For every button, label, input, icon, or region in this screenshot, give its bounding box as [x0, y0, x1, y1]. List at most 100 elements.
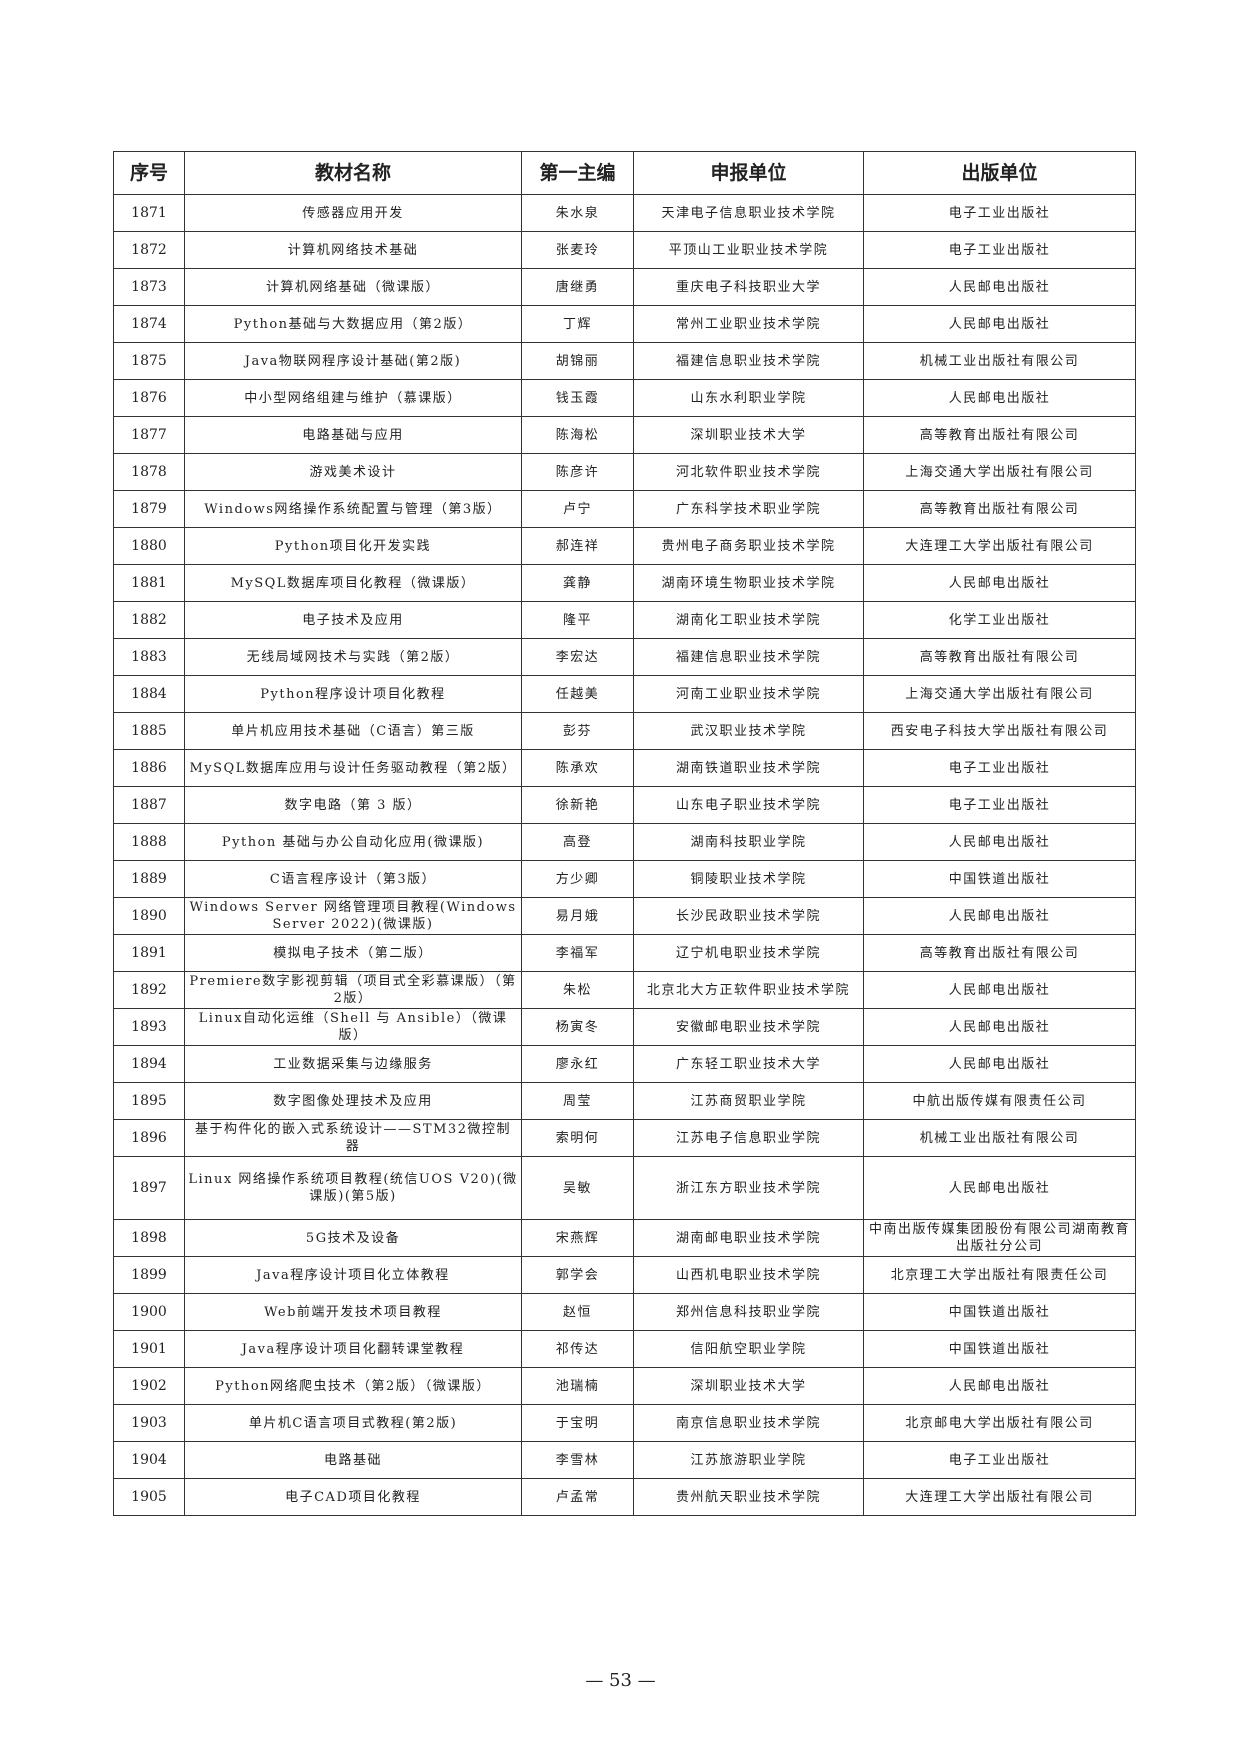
table-header-row: 序号 教材名称 第一主编 申报单位 出版单位 [113, 151, 1136, 195]
cell-title: Linux自动化运维（Shell 与 Ansible）（微课版） [184, 1008, 522, 1046]
cell-editor: 方少卿 [521, 860, 634, 898]
cell-title: Python基础与大数据应用（第2版） [184, 305, 522, 343]
table-row: 1897 Linux 网络操作系统项目教程(统信UOS V20)(微课版)(第5版… [113, 1156, 1136, 1220]
table-row: 1899 Java程序设计项目化立体教程 郭学会 山西机电职业技术学院 北京理工大学出版… [113, 1256, 1136, 1294]
cell-index: 1881 [113, 564, 185, 602]
cell-title: Java程序设计项目化翻转课堂教程 [184, 1330, 522, 1368]
cell-editor: 于宝明 [521, 1404, 634, 1442]
cell-publisher: 电子工业出版社 [863, 194, 1136, 232]
cell-title: Windows Server 网络管理项目教程(Windows Server 2… [184, 897, 522, 935]
cell-editor: 祁传达 [521, 1330, 634, 1368]
cell-publisher: 北京邮电大学出版社有限公司 [863, 1404, 1136, 1442]
cell-title: 基于构件化的嵌入式系统设计——STM32微控制器 [184, 1119, 522, 1157]
cell-title: Windows网络操作系统配置与管理（第3版） [184, 490, 522, 528]
cell-index: 1895 [113, 1082, 185, 1120]
cell-publisher: 人民邮电出版社 [863, 564, 1136, 602]
cell-editor: 陈彦许 [521, 453, 634, 491]
cell-editor: 钱玉霞 [521, 379, 634, 417]
cell-editor: 卢孟常 [521, 1478, 634, 1516]
cell-publisher: 电子工业出版社 [863, 749, 1136, 787]
cell-title: Python网络爬虫技术（第2版）（微课版） [184, 1367, 522, 1405]
cell-institution: 深圳职业技术大学 [633, 1367, 864, 1405]
cell-editor: 徐新艳 [521, 786, 634, 824]
cell-index: 1876 [113, 379, 185, 417]
cell-index: 1890 [113, 897, 185, 935]
cell-publisher: 中国铁道出版社 [863, 860, 1136, 898]
table-row: 1896 基于构件化的嵌入式系统设计——STM32微控制器 索明何 江苏电子信息职业学… [113, 1119, 1136, 1157]
cell-index: 1891 [113, 934, 185, 972]
table-body: 1871 传感器应用开发 朱水泉 天津电子信息职业技术学院 电子工业出版社 1872 计算机… [113, 194, 1136, 1516]
cell-publisher: 机械工业出版社有限公司 [863, 1119, 1136, 1157]
table-row: 1894 工业数据采集与边缘服务 廖永红 广东轻工职业技术大学 人民邮电出版社 [113, 1045, 1136, 1083]
cell-editor: 龚静 [521, 564, 634, 602]
cell-publisher: 人民邮电出版社 [863, 379, 1136, 417]
cell-publisher: 人民邮电出版社 [863, 305, 1136, 343]
cell-title: MySQL数据库应用与设计任务驱动教程（第2版） [184, 749, 522, 787]
cell-institution: 湖南科技职业学院 [633, 823, 864, 861]
cell-publisher: 上海交通大学出版社有限公司 [863, 675, 1136, 713]
cell-institution: 福建信息职业技术学院 [633, 638, 864, 676]
cell-editor: 廖永红 [521, 1045, 634, 1083]
cell-index: 1898 [113, 1219, 185, 1257]
cell-institution: 辽宁机电职业技术学院 [633, 934, 864, 972]
cell-index: 1904 [113, 1441, 185, 1479]
cell-index: 1902 [113, 1367, 185, 1405]
cell-index: 1887 [113, 786, 185, 824]
textbook-table: 序号 教材名称 第一主编 申报单位 出版单位 1871 传感器应用开发 朱水泉 天津电… [113, 151, 1136, 1516]
table-row: 1882 电子技术及应用 隆平 湖南化工职业技术学院 化学工业出版社 [113, 601, 1136, 639]
header-title: 教材名称 [184, 151, 522, 195]
cell-editor: 李雪林 [521, 1441, 634, 1479]
cell-index: 1875 [113, 342, 185, 380]
cell-institution: 平顶山工业职业技术学院 [633, 231, 864, 269]
cell-publisher: 高等教育出版社有限公司 [863, 638, 1136, 676]
table-row: 1893 Linux自动化运维（Shell 与 Ansible）（微课版） 杨寅冬安… [113, 1008, 1136, 1046]
header-institution: 申报单位 [633, 151, 864, 195]
cell-editor: 胡锦丽 [521, 342, 634, 380]
cell-institution: 铜陵职业技术学院 [633, 860, 864, 898]
cell-publisher: 北京理工大学出版社有限责任公司 [863, 1256, 1136, 1294]
cell-index: 1879 [113, 490, 185, 528]
cell-title: Python项目化开发实践 [184, 527, 522, 565]
cell-institution: 常州工业职业技术学院 [633, 305, 864, 343]
cell-editor: 杨寅冬 [521, 1008, 634, 1046]
table-row: 1901 Java程序设计项目化翻转课堂教程 祁传达 信阳航空职业学院 中国铁道出版社 [113, 1330, 1136, 1368]
cell-institution: 山西机电职业技术学院 [633, 1256, 864, 1294]
cell-publisher: 中国铁道出版社 [863, 1293, 1136, 1331]
cell-index: 1900 [113, 1293, 185, 1331]
cell-title: 电路基础 [184, 1441, 522, 1479]
table-row: 1885 单片机应用技术基础（C语言）第三版 彭芬 武汉职业技术学院 西安电子科技大学出… [113, 712, 1136, 750]
header-publisher: 出版单位 [863, 151, 1136, 195]
cell-editor: 郝连祥 [521, 527, 634, 565]
table-row: 1889 C语言程序设计（第3版） 方少卿 铜陵职业技术学院 中国铁道出版社 [113, 860, 1136, 898]
cell-publisher: 人民邮电出版社 [863, 1367, 1136, 1405]
cell-institution: 天津电子信息职业技术学院 [633, 194, 864, 232]
cell-institution: 河南工业职业技术学院 [633, 675, 864, 713]
cell-index: 1905 [113, 1478, 185, 1516]
table-row: 1898 5G技术及设备 宋燕辉 湖南邮电职业技术学院 中南出版传媒集团股份有限公司湖南… [113, 1219, 1136, 1257]
cell-title: Premiere数字影视剪辑（项目式全彩慕课版）（第2版） [184, 971, 522, 1009]
cell-institution: 武汉职业技术学院 [633, 712, 864, 750]
cell-index: 1883 [113, 638, 185, 676]
cell-editor: 彭芬 [521, 712, 634, 750]
cell-editor: 朱水泉 [521, 194, 634, 232]
cell-index: 1885 [113, 712, 185, 750]
table-row: 1904 电路基础 李雪林 江苏旅游职业学院 电子工业出版社 [113, 1441, 1136, 1479]
cell-editor: 李宏达 [521, 638, 634, 676]
cell-editor: 索明何 [521, 1119, 634, 1157]
cell-title: 5G技术及设备 [184, 1219, 522, 1257]
table-row: 1886 MySQL数据库应用与设计任务驱动教程（第2版） 陈承欢 湖南铁道职业技术学… [113, 749, 1136, 787]
cell-index: 1874 [113, 305, 185, 343]
cell-index: 1873 [113, 268, 185, 306]
cell-institution: 湖南化工职业技术学院 [633, 601, 864, 639]
cell-index: 1893 [113, 1008, 185, 1046]
cell-index: 1889 [113, 860, 185, 898]
cell-institution: 深圳职业技术大学 [633, 416, 864, 454]
cell-institution: 广东科学技术职业学院 [633, 490, 864, 528]
cell-title: 游戏美术设计 [184, 453, 522, 491]
table-row: 1871 传感器应用开发 朱水泉 天津电子信息职业技术学院 电子工业出版社 [113, 194, 1136, 232]
cell-institution: 湖南铁道职业技术学院 [633, 749, 864, 787]
table-row: 1883 无线局域网技术与实践（第2版） 李宏达 福建信息职业技术学院 高等教育出版社有… [113, 638, 1136, 676]
cell-editor: 郭学会 [521, 1256, 634, 1294]
header-index: 序号 [113, 151, 185, 195]
cell-publisher: 高等教育出版社有限公司 [863, 416, 1136, 454]
